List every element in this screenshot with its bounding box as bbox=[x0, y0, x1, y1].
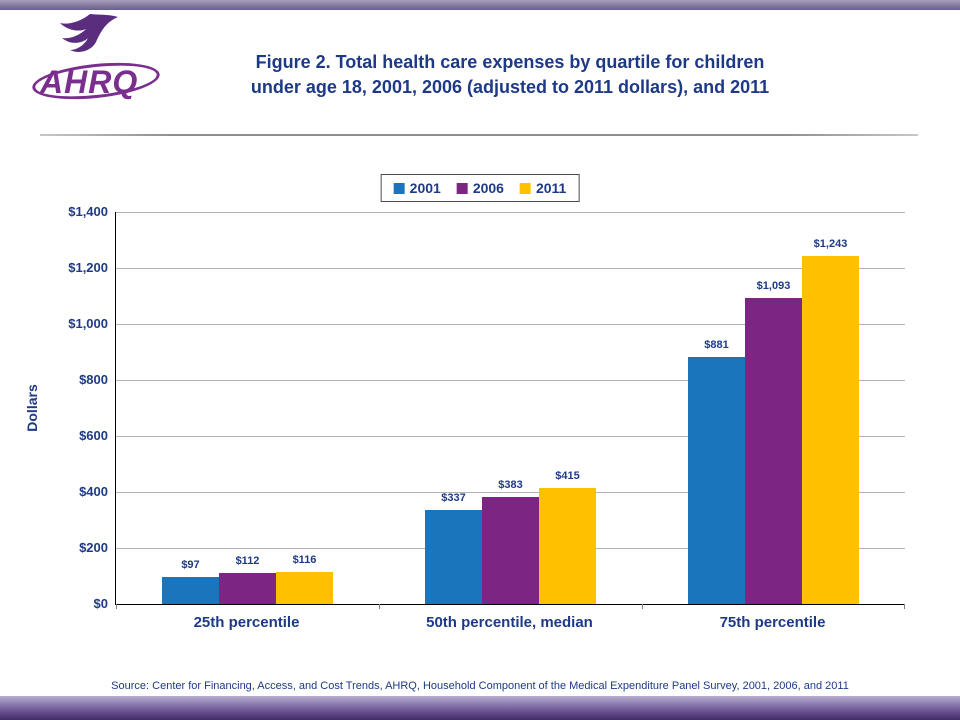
legend-label: 2006 bbox=[472, 180, 504, 196]
bottom-decorative-strip bbox=[0, 696, 960, 720]
legend-swatch bbox=[519, 182, 531, 194]
y-axis-tick-labels: $0 $200 $400 $600 $800 $1,000 $1,200 $1,400 bbox=[38, 204, 108, 611]
y-axis-tick-label: $1,200 bbox=[68, 260, 108, 275]
bar-2006-25th percentile bbox=[219, 572, 276, 604]
legend-label: 2001 bbox=[409, 180, 441, 196]
x-axis-category-labels: 25th percentile 50th percentile, median 75… bbox=[115, 614, 905, 638]
bar-value-label: $112 bbox=[235, 554, 260, 567]
legend-item-2006: 2006 bbox=[456, 180, 504, 196]
plot-area: $97 $112 $116 $337 $383 $415 $881 $1,093 $1,243 bbox=[115, 212, 905, 609]
hhs-eagle-icon bbox=[60, 14, 118, 53]
y-axis-tick-label: $0 bbox=[93, 596, 108, 611]
figure-title-line1: Figure 2. Total health care expenses by … bbox=[255, 52, 765, 72]
gridline bbox=[116, 380, 905, 381]
bar-value-label: $383 bbox=[498, 478, 523, 491]
bar-2006-75th percentile bbox=[745, 297, 802, 604]
bar-2006-50th percentile, median bbox=[482, 496, 539, 604]
bar-2001-75th percentile bbox=[688, 357, 745, 604]
figure-title: Figure 2. Total health care expenses by … bbox=[170, 50, 850, 100]
y-axis-tick-label: $200 bbox=[79, 540, 108, 555]
x-axis-tick bbox=[904, 604, 905, 609]
legend-swatch bbox=[393, 182, 405, 194]
gridline bbox=[116, 492, 905, 493]
gridline bbox=[116, 268, 905, 269]
x-axis-tick bbox=[642, 604, 643, 609]
y-axis-tick-label: $400 bbox=[79, 484, 108, 499]
bar-2011-75th percentile bbox=[802, 255, 859, 604]
legend-swatch bbox=[456, 182, 468, 194]
bar-2011-50th percentile, median bbox=[539, 487, 596, 604]
bar-value-label: $97 bbox=[181, 558, 200, 571]
logo-text: AHRQ bbox=[40, 64, 139, 100]
bar-value-label: $116 bbox=[292, 553, 317, 566]
gridline bbox=[116, 212, 905, 213]
figure-title-line2: under age 18, 2001, 2006 (adjusted to 20… bbox=[250, 77, 770, 98]
y-axis-tick-label: $600 bbox=[79, 428, 108, 443]
gridline bbox=[116, 436, 905, 437]
category-label: 25th percentile bbox=[193, 614, 300, 631]
x-axis-tick bbox=[116, 604, 117, 609]
bar-value-label: $337 bbox=[441, 491, 466, 504]
legend-item-2001: 2001 bbox=[393, 180, 441, 196]
legend-label: 2011 bbox=[535, 180, 567, 196]
bar-value-label: $1,093 bbox=[756, 279, 791, 292]
source-note: Source: Center for Financing, Access, an… bbox=[111, 680, 849, 692]
category-label: 75th percentile bbox=[719, 614, 826, 631]
bar-2001-25th percentile bbox=[162, 576, 219, 604]
y-axis-tick-label: $1,000 bbox=[68, 316, 108, 331]
legend-item-2011: 2011 bbox=[519, 180, 567, 196]
ahrq-logo: AHRQ bbox=[30, 12, 174, 120]
bar-value-label: $881 bbox=[704, 339, 729, 352]
top-decorative-strip bbox=[0, 0, 960, 10]
x-axis-tick bbox=[379, 604, 380, 609]
bar-value-label: $1,243 bbox=[813, 237, 848, 250]
bar-2001-50th percentile, median bbox=[425, 509, 482, 604]
ahrq-wordmark: AHRQ bbox=[30, 57, 166, 105]
gridline bbox=[116, 324, 905, 325]
chart-legend: 2001 2006 2011 bbox=[380, 174, 580, 202]
category-label: 50th percentile, median bbox=[426, 614, 593, 631]
y-axis-tick-label: $1,400 bbox=[68, 204, 108, 219]
header-divider bbox=[40, 134, 918, 136]
y-axis-tick-label: $800 bbox=[79, 372, 108, 387]
bar-value-label: $415 bbox=[555, 469, 580, 482]
bar-2011-25th percentile bbox=[276, 571, 333, 604]
